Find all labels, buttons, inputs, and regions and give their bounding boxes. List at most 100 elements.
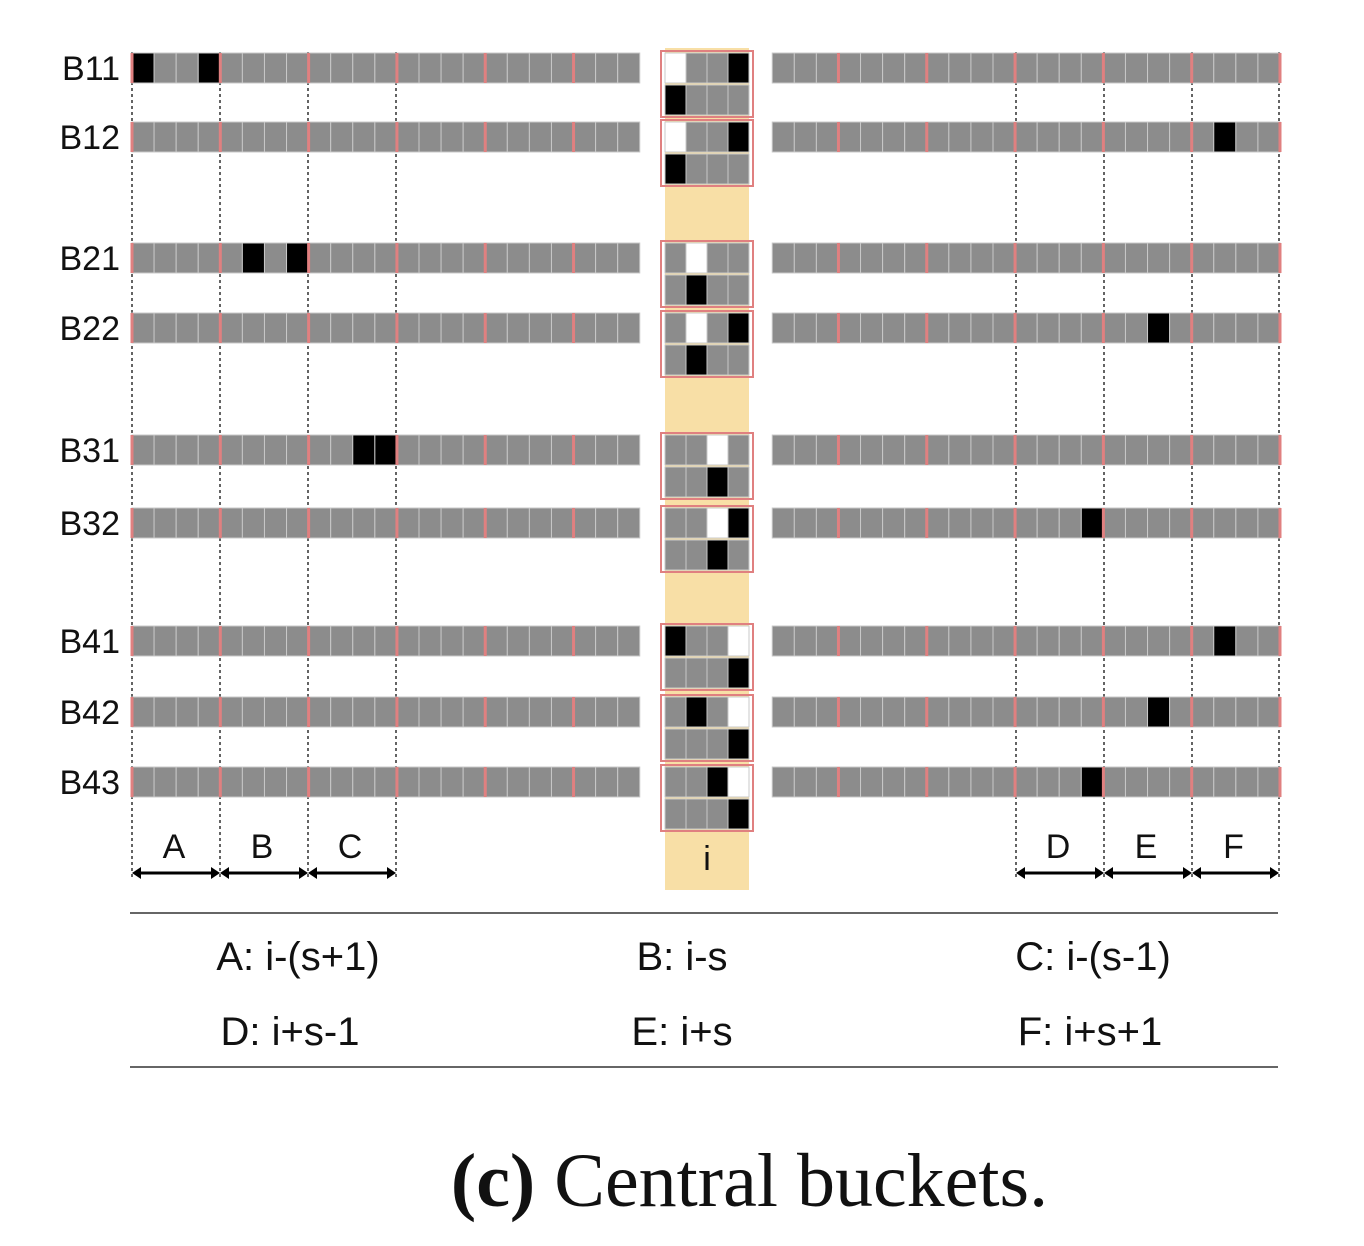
bit-cell	[263, 507, 288, 539]
bit-cell	[241, 121, 265, 153]
bit-cell	[197, 242, 221, 274]
bit-cell	[837, 242, 862, 274]
bit-cell	[706, 242, 729, 274]
bit-cell	[926, 312, 950, 344]
bucket-row-b41: B41	[60, 623, 1282, 691]
segment-label: D	[1046, 828, 1071, 866]
bit-cell	[528, 312, 552, 344]
bit-cell	[793, 696, 817, 728]
bit-cell	[528, 121, 552, 153]
center-bucket-block	[660, 310, 754, 378]
arrow-right-icon	[1270, 867, 1279, 879]
bit-cell	[926, 507, 950, 539]
bit-cell	[664, 312, 687, 344]
bit-cell	[685, 434, 708, 466]
bit-cell	[771, 625, 795, 657]
segment-guide-lines	[131, 52, 1280, 880]
bit-cell	[550, 696, 575, 728]
bit-cell	[175, 625, 199, 657]
arrow-right-icon	[299, 867, 308, 879]
bit-cell	[992, 766, 1016, 798]
bit-cell	[1036, 242, 1060, 274]
bit-cell	[1147, 625, 1171, 657]
segment-c: C	[308, 828, 396, 879]
center-block-outline	[660, 764, 754, 832]
bit-cell	[664, 466, 687, 498]
bit-cell	[330, 434, 354, 466]
bit-cell	[573, 242, 597, 274]
bit-cell	[860, 696, 884, 728]
bit-cell	[1124, 312, 1149, 344]
bit-set-cell	[241, 242, 265, 274]
bit-cell	[904, 52, 928, 84]
bit-cell	[882, 52, 906, 84]
bit-cell	[219, 507, 243, 539]
bit-cell	[1102, 121, 1126, 153]
bit-cell	[1058, 312, 1082, 344]
bit-cell	[1257, 766, 1281, 798]
bit-cell	[1169, 625, 1193, 657]
bit-cell	[664, 507, 687, 539]
bit-cell	[506, 242, 530, 274]
bit-cell	[418, 434, 442, 466]
bit-cell	[153, 434, 177, 466]
bit-cell	[550, 242, 575, 274]
bit-set-cell	[1080, 507, 1104, 539]
bit-cell	[793, 52, 817, 84]
bit-cell	[706, 344, 729, 376]
bit-cell	[1080, 625, 1104, 657]
bit-cell	[706, 657, 729, 689]
bit-cell	[462, 507, 486, 539]
bit-cell	[1102, 625, 1126, 657]
bit-set-cell	[1147, 696, 1171, 728]
bit-cell	[664, 798, 687, 830]
bit-cell	[1036, 434, 1060, 466]
bit-cell	[528, 507, 552, 539]
arrow-left-icon	[1104, 867, 1113, 879]
bit-cell	[1058, 242, 1082, 274]
bit-cell	[573, 52, 597, 84]
bit-cell	[175, 52, 199, 84]
center-label: i	[703, 840, 711, 878]
bit-cell	[374, 766, 398, 798]
bit-cell	[882, 312, 906, 344]
bit-cell	[1036, 625, 1060, 657]
bit-cell	[175, 121, 199, 153]
bit-cell	[727, 274, 750, 306]
bit-cell	[197, 312, 221, 344]
bit-cell	[1257, 312, 1281, 344]
bit-cell	[815, 434, 839, 466]
bit-cell	[440, 121, 464, 153]
bit-cell	[374, 52, 398, 84]
bit-cell	[992, 625, 1016, 657]
bit-cell	[506, 766, 530, 798]
bit-cell	[153, 312, 177, 344]
bit-cell	[706, 696, 729, 728]
caption-text: Central buckets.	[535, 1139, 1049, 1223]
bit-set-cell	[706, 766, 729, 798]
bit-cell	[1169, 52, 1193, 84]
bit-cell	[860, 121, 884, 153]
bit-cell	[440, 625, 464, 657]
bit-cell	[374, 625, 398, 657]
bit-cell	[550, 52, 575, 84]
bit-cell	[1124, 52, 1149, 84]
bit-cell	[286, 696, 310, 728]
bit-cell	[948, 121, 972, 153]
bit-set-cell	[685, 274, 708, 306]
bit-cell	[882, 121, 906, 153]
bucket-row-b43: B43	[60, 764, 1282, 832]
bit-cell	[418, 312, 442, 344]
bit-cell	[418, 52, 442, 84]
bit-cell	[1102, 507, 1126, 539]
bit-cell	[904, 696, 928, 728]
bit-cell	[1147, 52, 1171, 84]
bit-cell	[1257, 625, 1281, 657]
bit-cell	[175, 242, 199, 274]
bit-cell	[308, 121, 332, 153]
bit-cell	[706, 625, 729, 657]
row-label: B43	[60, 764, 121, 802]
bucket-row-b11: B11	[62, 50, 1282, 118]
bit-cell	[685, 657, 708, 689]
bit-cell	[617, 242, 641, 274]
